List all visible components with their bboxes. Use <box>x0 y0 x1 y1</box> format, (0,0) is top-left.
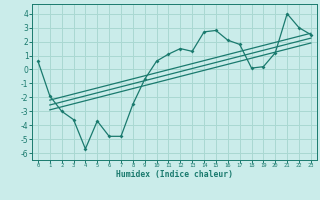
X-axis label: Humidex (Indice chaleur): Humidex (Indice chaleur) <box>116 170 233 179</box>
